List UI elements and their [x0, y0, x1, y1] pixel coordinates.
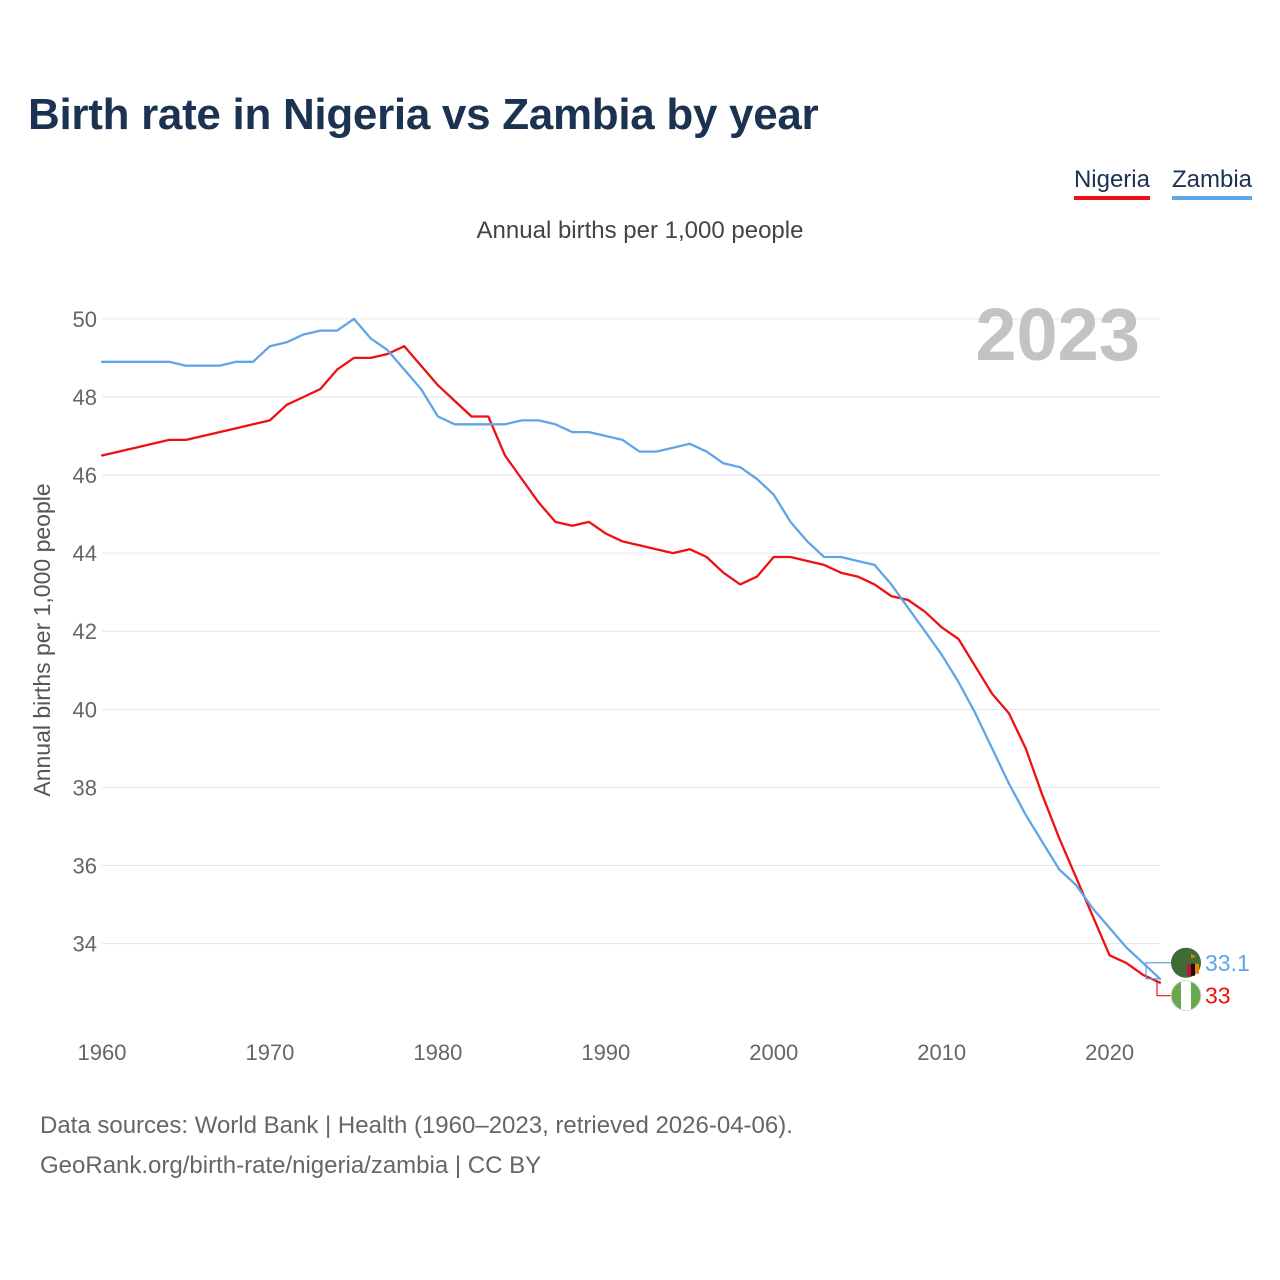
end-value-zambia: 33.1: [1205, 950, 1250, 976]
series-line-zambia[interactable]: [100, 317, 1162, 980]
y-tick-label-38: 38: [73, 775, 97, 800]
x-tick-label-1990: 1990: [581, 1040, 630, 1065]
x-tick-label-1970: 1970: [245, 1040, 294, 1065]
year-watermark: 2023: [975, 293, 1140, 376]
attribution-link[interactable]: GeoRank.org/birth-rate/nigeria/zambia | …: [40, 1152, 542, 1179]
end-value-nigeria: 33: [1205, 983, 1231, 1009]
series-line-nigeria[interactable]: [100, 345, 1162, 984]
y-axis-label: Annual births per 1,000 people: [29, 483, 55, 796]
y-tick-label-46: 46: [73, 463, 97, 488]
series: [100, 317, 1162, 984]
y-tick-label-50: 50: [73, 307, 97, 332]
y-tick-label-40: 40: [73, 697, 97, 722]
y-tick-label-44: 44: [73, 541, 97, 566]
data-source-note: Data sources: World Bank | Health (1960–…: [40, 1112, 793, 1139]
x-tick-label-2020: 2020: [1085, 1040, 1134, 1065]
y-tick-label-34: 34: [73, 932, 97, 957]
x-tick-label-2010: 2010: [917, 1040, 966, 1065]
leader-zambia: [1145, 962, 1172, 980]
x-tick-label-2000: 2000: [749, 1040, 798, 1065]
legend-item-nigeria[interactable]: Nigeria: [1073, 166, 1150, 200]
y-tick-label-48: 48: [73, 385, 97, 410]
page-title: Birth rate in Nigeria vs Zambia by year: [28, 90, 819, 139]
y-axis: 34 36 38 40 42 44 46 48 50: [73, 307, 97, 957]
legend-item-zambia[interactable]: Zambia: [1171, 166, 1252, 200]
zambia-flag-icon: [1171, 947, 1201, 978]
x-tick-label-1960: 1960: [78, 1040, 127, 1065]
grid: [102, 318, 1160, 945]
nigeria-flag-icon: [1170, 980, 1202, 1012]
leader-nigeria: [1156, 982, 1172, 997]
line-chart: 2023 34 36 38 40 42 44 46 48 50 1960 1970 1980 1990…: [29, 293, 1250, 1065]
end-labels: 33.1 33: [1145, 947, 1250, 1012]
legend: Nigeria Zambia: [1073, 166, 1252, 200]
x-tick-label-1980: 1980: [413, 1040, 462, 1065]
y-tick-label-42: 42: [73, 619, 97, 644]
chart-subtitle: Annual births per 1,000 people: [476, 217, 804, 244]
x-axis: 1960 1970 1980 1990 2000 2010 2020: [78, 1040, 1135, 1065]
y-tick-label-36: 36: [73, 854, 97, 879]
footer: Data sources: World Bank | Health (1960–…: [40, 1106, 793, 1186]
